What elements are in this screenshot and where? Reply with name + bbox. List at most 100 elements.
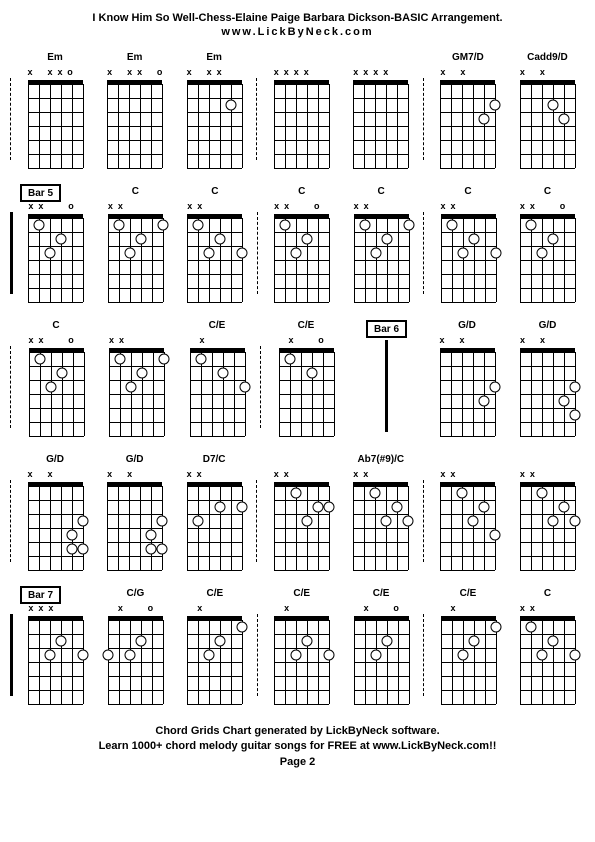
finger-dot [237,622,248,633]
chord-label: C/G [126,588,144,602]
string-marks: xx [438,470,498,481]
chord-label: G/D [46,454,64,468]
string-marks: xx [271,470,331,481]
chord-label: Em [206,52,222,66]
finger-dot [536,650,547,661]
finger-dot [302,636,313,647]
barline [423,212,424,294]
finger-dot [547,636,558,647]
chord-cell: xx [264,454,339,570]
finger-dot [290,488,301,499]
finger-dot [558,502,569,513]
finger-dot [135,636,146,647]
chord-cell: Cxxo [510,186,585,302]
finger-dot [225,100,236,111]
chord-label: GM7/D [452,52,484,66]
chord-cell: G/D xx [510,320,585,436]
chord-label: C [378,186,385,200]
chord-cell: Emxxxo [97,52,172,168]
barline [256,480,257,562]
finger-dot [306,368,317,379]
finger-dot [381,636,392,647]
barline [10,78,11,160]
chord-label: C/E [460,588,477,602]
finger-dot [146,544,157,555]
finger-dot [381,516,392,527]
string-marks: xx [438,68,498,79]
barline [423,78,424,160]
string-marks: xxo [517,202,577,213]
finger-dot [301,516,312,527]
finger-dot [370,650,381,661]
chord-cell: xx [99,320,174,436]
chord-cell: xxo [18,186,93,302]
chord-label: G/D [126,454,144,468]
finger-dot [370,488,381,499]
finger-dot [525,220,536,231]
chord-cell: C/Ex [180,320,255,436]
chord-label: Em [47,52,63,66]
string-marks: xx [185,202,245,213]
chord-cell: xx [510,454,585,570]
chord-label: C [544,186,551,200]
string-marks: xo [351,604,411,615]
chord-label: C/E [298,320,315,334]
fretboard [274,482,329,570]
fretboard [108,214,163,302]
chord-cell: C/Ex [431,588,506,704]
chord-label: D7/C [203,454,226,468]
fretboard [354,616,409,704]
string-marks: xx [105,470,165,481]
finger-dot [204,248,215,259]
fretboard [29,348,84,436]
barline [423,480,424,562]
finger-dot [370,248,381,259]
chord-label: C/E [293,588,310,602]
chord-label: Ab7(#9)/C [357,454,404,468]
string-marks: xx [518,336,578,347]
finger-dot [239,382,250,393]
finger-dot [468,234,479,245]
chord-label: G/D [458,320,476,334]
chord-cell: Cxxo [19,320,94,436]
chord-cell: G/Dxx [430,320,505,436]
finger-dot [536,488,547,499]
finger-dot [324,650,335,661]
finger-dot [236,502,247,513]
bar-separator-cell: Bar 6 [349,320,424,436]
chord-cell: Cadd9/Dxx [510,52,585,168]
chord-label: C/E [209,320,226,334]
fretboard [353,482,408,570]
fretboard [187,482,242,570]
chord-cell: Emxxxo [18,52,93,168]
chord-cell: xxx [18,588,93,704]
string-marks: xx [351,470,411,481]
string-marks: xxo [272,202,332,213]
finger-dot [124,650,135,661]
barline [10,346,11,428]
fretboard [353,80,408,168]
chord-chart-page: I Know Him So Well-Chess-Elaine Paige Ba… [0,0,595,842]
finger-dot [446,220,457,231]
string-marks: xo [276,336,336,347]
finger-dot [284,354,295,365]
fretboard [520,80,575,168]
chord-label: C [298,186,305,200]
footer-line: Chord Grids Chart generated by LickByNec… [0,724,595,739]
fretboard [28,616,83,704]
chord-cell: Cxxo [264,186,339,302]
finger-dot [457,488,468,499]
finger-dot [66,530,77,541]
barline [10,212,13,294]
finger-dot [403,220,414,231]
footer-line: Page 2 [0,755,595,770]
fretboard [440,80,495,168]
chord-cell: Cxx [177,186,252,302]
chart-row: EmxxxoEmxxxoEmxxxxxxxxxxxGM7/DxxCadd9/Dx… [10,52,585,168]
finger-dot [490,100,501,111]
finger-dot [157,544,168,555]
chord-label: G/D [539,320,557,334]
chart-row: Bar 7xxxC/GxoC/ExC/ExC/ExoC/ExCxx [10,588,585,704]
string-marks: xo [105,604,165,615]
finger-dot [157,220,168,231]
